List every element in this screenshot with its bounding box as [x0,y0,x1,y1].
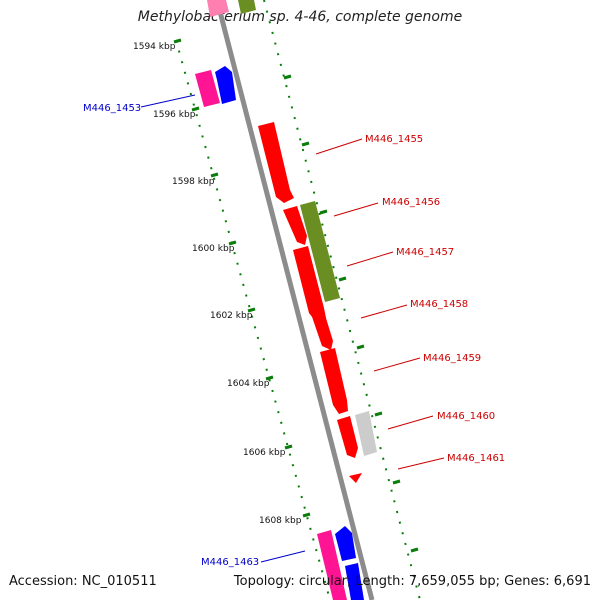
leader-M446_1458 [360,304,408,319]
top-partial-features [207,0,256,17]
outer-tick [356,344,365,350]
leader-M446_1455 [315,138,363,155]
gene-M446_1459 [320,348,348,414]
gene-label-M446_1463[interactable]: M446_1463 [201,557,259,568]
gene-M446_1456-red [283,206,307,245]
blue-gene-lower [345,563,364,600]
pink-gene [317,530,347,600]
accession-text: Accession: NC_010511 [9,574,157,589]
scale-tick [173,38,182,44]
genome-backbone [214,0,375,600]
pink-gene [195,70,220,107]
outer-tick [283,74,292,80]
leader-M446_1461 [397,457,445,470]
scale-label: 1604 kbp [227,379,270,389]
scale-label: 1596 kbp [153,110,196,120]
scale-tick [284,444,293,450]
scale-label: 1602 kbp [210,311,253,321]
scale-label: 1600 kbp [192,244,235,254]
gene-M446_1458 [309,305,333,350]
leader-M446_1456 [333,202,379,217]
blue-gene [215,66,236,104]
gene-label-M446_1461[interactable]: M446_1461 [447,453,505,464]
scale-label: 1606 kbp [243,448,286,458]
leader-M446_1453 [140,94,196,108]
scale-label: 1608 kbp [259,516,302,526]
gene-M446_1463-arrows[interactable] [317,526,364,600]
gene-label-M446_1458[interactable]: M446_1458 [410,299,468,310]
scale-tick [247,307,256,313]
outer-tick [410,547,419,553]
gene-label-M446_1460[interactable]: M446_1460 [437,411,495,422]
leader-M446_1460 [387,415,434,430]
gene-top-olive [238,0,256,14]
scale-labels: 1594 kbp 1596 kbp 1598 kbp 1600 kbp 1602 kbp… [133,42,302,526]
blue-gene [335,526,356,561]
gene-M446_1457 [293,246,326,322]
outer-track-ticks [283,74,419,553]
red-gene-block[interactable] [258,122,377,483]
outer-tick [319,209,328,215]
scale-tick [302,512,311,518]
leader-M446_1463 [260,550,306,563]
gene-label-M446_1459[interactable]: M446_1459 [423,353,481,364]
scale-tick [210,172,219,178]
outer-tick [392,479,401,485]
outer-tick [301,141,310,147]
leader-M446_1457 [346,251,394,267]
gene-M446_1460-grey [355,411,377,456]
gene-M446_1455 [258,122,294,203]
scale-label: 1594 kbp [133,42,176,52]
scale-ticks [173,38,311,518]
gene-top-pink [207,0,229,17]
gene-M446_1453-arrows[interactable] [195,66,236,107]
gene-label-M446_1455[interactable]: M446_1455 [365,134,423,145]
gene-M446_1460-red [337,416,358,458]
scale-tick [265,375,274,381]
label-leader-lines [140,94,445,563]
gene-labels[interactable]: M446_1453 M446_1455 M446_1456 M446_1457 M446… [83,103,505,568]
gene-label-M446_1457[interactable]: M446_1457 [396,247,454,258]
gene-M446_1461 [349,473,362,483]
leader-M446_1459 [373,357,421,372]
scale-label: 1598 kbp [172,177,215,187]
gene-label-M446_1453[interactable]: M446_1453 [83,103,141,114]
gene-label-M446_1456[interactable]: M446_1456 [382,197,440,208]
scale-tick [228,240,237,246]
gene-M446_1456-olive [300,201,340,302]
scale-tick [191,106,200,112]
outer-track-line [263,0,421,600]
outer-tick [374,411,383,417]
genome-summary-text: Topology: circular; Length: 7,659,055 bp… [233,574,591,589]
outer-tick [338,276,347,282]
